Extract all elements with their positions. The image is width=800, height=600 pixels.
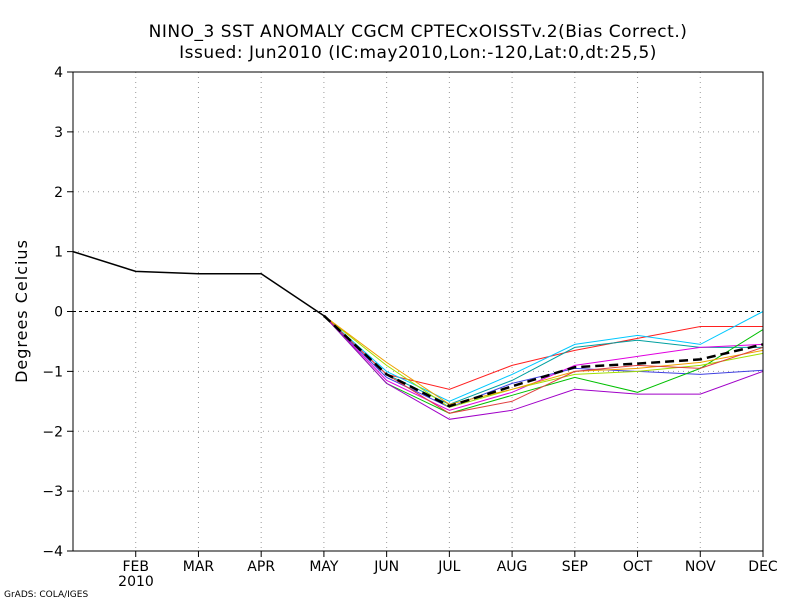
x-tick-label: DEC — [748, 559, 778, 575]
y-tick-labels: −4 −3 −2 −1 0 1 2 3 4 — [42, 65, 63, 560]
x-tick-label: FEB — [122, 559, 149, 575]
series-line-member-cyan — [323, 311, 764, 402]
axes — [67, 71, 764, 557]
x-tick-label: MAY — [309, 559, 339, 575]
chart-title: NINO_3 SST ANOMALY CGCM CPTECxOISSTv.2(B… — [149, 22, 688, 42]
x-tick-label: AUG — [497, 559, 528, 575]
series-line-member-purple — [323, 315, 764, 420]
x-tick-labels: FEB MAR APR MAY JUN JUL AUG SEP OCT NOV DEC — [122, 559, 777, 575]
y-tick-label: −1 — [42, 364, 63, 380]
series-line-member-lime — [323, 315, 764, 408]
series-line-member-teal — [323, 315, 763, 405]
y-tick-label: −3 — [42, 484, 63, 500]
y-axis-label: Degrees Celcius — [12, 239, 31, 383]
y-tick-label: 0 — [54, 305, 63, 321]
y-tick-label: 3 — [54, 125, 63, 141]
observed-line — [72, 250, 325, 317]
chart-subtitle: Issued: Jun2010 (IC:may2010,Lon:-120,Lat… — [179, 43, 657, 63]
series-lines — [72, 250, 764, 420]
year-label: 2010 — [118, 574, 154, 590]
y-tick-label: 1 — [54, 245, 63, 261]
x-tick-label: JUN — [373, 559, 399, 575]
series-line-member-orange — [323, 315, 764, 405]
y-tick-label: −4 — [42, 544, 63, 560]
x-tick-label: JUL — [437, 559, 460, 575]
x-tick-label: MAR — [183, 559, 215, 575]
y-tick-label: −2 — [42, 424, 63, 440]
y-tick-label: 4 — [54, 65, 63, 81]
series-line-member-magenta — [323, 315, 764, 411]
x-tick-label: OCT — [623, 559, 653, 575]
x-tick-label: SEP — [562, 559, 588, 575]
x-tick-label: APR — [247, 559, 275, 575]
grads-credit: GrADS: COLA/IGES — [4, 590, 88, 600]
ensemble-mean-line — [323, 314, 764, 408]
y-tick-label: 2 — [54, 185, 63, 201]
grid — [73, 72, 763, 551]
x-tick-label: NOV — [685, 559, 716, 575]
